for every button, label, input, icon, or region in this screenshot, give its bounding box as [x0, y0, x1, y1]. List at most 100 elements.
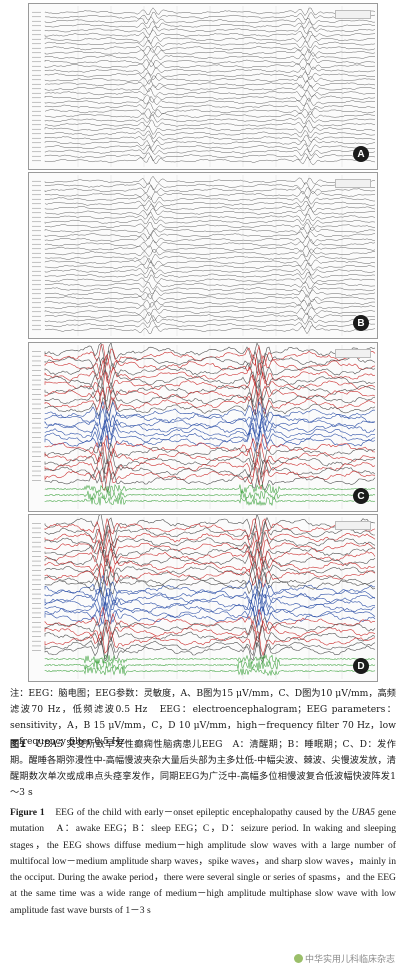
eeg-trace	[44, 562, 376, 588]
figure-caption-chinese: 图1 UBA5 突变所致早发性癫痫性脑病患儿EEG A：清醒期；B：睡眠期；C、…	[10, 737, 396, 801]
eeg-trace	[44, 107, 376, 116]
eeg-trace	[44, 45, 376, 54]
eeg-trace	[44, 571, 376, 599]
eeg-trace	[44, 459, 376, 485]
eeg-panel-c: C	[28, 342, 378, 512]
caption-text-en-2: gene mutation A：awake EEG；B：sleep EEG；C，…	[10, 807, 396, 916]
eeg-trace	[44, 111, 376, 119]
eeg-trace	[44, 365, 376, 390]
eeg-trace	[44, 245, 376, 255]
eeg-trace	[44, 574, 376, 600]
eeg-trace	[44, 356, 376, 382]
eeg-trace	[44, 307, 376, 317]
eeg-trace	[44, 101, 376, 112]
panel-label-c: C	[353, 488, 369, 504]
eeg-trace	[44, 134, 376, 143]
eeg-trace	[44, 34, 376, 45]
emg-trace	[44, 653, 376, 665]
scale-indicator	[335, 349, 371, 358]
eeg-trace	[44, 371, 376, 397]
eeg-trace	[44, 395, 376, 418]
eeg-trace	[44, 457, 376, 480]
eeg-panel-d: D	[28, 514, 378, 682]
eeg-trace	[44, 39, 376, 49]
eeg-trace	[44, 343, 376, 366]
eeg-trace	[44, 29, 376, 40]
eeg-trace	[44, 199, 376, 209]
eeg-trace	[44, 11, 376, 21]
eeg-panel-b: B	[28, 172, 378, 339]
eeg-trace	[44, 257, 376, 267]
eeg-trace	[44, 125, 376, 135]
eeg-trace	[44, 60, 376, 71]
scale-indicator	[335, 10, 371, 19]
watermark-text: 中华实用儿科临床杂志	[304, 955, 395, 965]
eeg-trace	[44, 585, 376, 612]
eeg-trace	[44, 260, 376, 271]
eeg-trace	[44, 553, 376, 580]
figure-label-en: Figure 1	[10, 807, 45, 818]
eeg-trace	[44, 234, 376, 245]
gene-name-cn: UBA5	[36, 739, 64, 750]
eeg-trace	[44, 119, 376, 128]
panel-label-d: D	[353, 658, 369, 674]
eeg-trace	[44, 143, 376, 153]
caption-text-en-1: EEG of the child with early－onset epilep…	[55, 807, 349, 818]
eeg-trace	[44, 415, 376, 441]
eeg-trace	[44, 267, 376, 276]
eeg-trace	[44, 353, 376, 381]
eeg-trace	[44, 400, 376, 427]
journal-watermark: 中华实用儿科临床杂志	[291, 952, 397, 965]
eeg-trace	[44, 528, 376, 551]
eeg-trace	[44, 274, 376, 284]
eeg-trace	[44, 450, 376, 477]
eeg-trace	[44, 152, 376, 162]
gene-name-en: UBA5	[351, 807, 375, 818]
eeg-trace	[44, 583, 376, 608]
eeg-trace	[44, 325, 376, 335]
eeg-trace	[44, 630, 376, 657]
eeg-trace	[44, 302, 376, 312]
eeg-traces-a	[32, 6, 376, 167]
eeg-trace	[44, 71, 376, 81]
emg-trace	[44, 496, 376, 507]
eeg-trace	[44, 639, 376, 664]
eeg-traces-c	[32, 343, 376, 509]
eeg-trace	[44, 175, 376, 185]
eeg-trace	[44, 315, 376, 325]
eeg-trace	[44, 466, 376, 493]
eeg-trace	[44, 20, 375, 30]
wechat-logo-icon	[293, 954, 303, 963]
eeg-trace	[44, 47, 376, 57]
eeg-trace	[44, 359, 376, 386]
eeg-trace	[44, 407, 376, 431]
eeg-trace	[44, 538, 376, 562]
eeg-trace	[44, 184, 376, 195]
eeg-trace	[44, 88, 376, 98]
eeg-trace	[44, 190, 376, 200]
eeg-trace	[44, 79, 376, 89]
emg-trace	[44, 665, 376, 677]
eeg-trace	[44, 230, 376, 239]
eeg-trace	[45, 248, 376, 258]
scale-indicator	[335, 179, 371, 188]
eeg-trace	[44, 289, 376, 300]
eeg-trace	[44, 139, 376, 149]
eeg-trace	[44, 215, 376, 227]
eeg-trace	[44, 285, 376, 295]
emg-trace	[44, 660, 376, 671]
eeg-trace	[44, 84, 376, 92]
emg-trace	[44, 490, 376, 501]
eeg-trace	[44, 615, 376, 643]
eeg-trace	[44, 558, 376, 585]
eeg-trace	[44, 319, 375, 330]
eeg-traces-b	[32, 175, 376, 336]
eeg-trace	[44, 211, 376, 222]
eeg-trace	[44, 418, 376, 441]
eeg-trace	[44, 238, 376, 248]
eeg-trace	[44, 635, 376, 660]
eeg-trace	[44, 222, 376, 231]
eeg-trace	[44, 94, 376, 103]
eeg-trace	[44, 114, 376, 124]
eeg-trace	[44, 311, 376, 321]
